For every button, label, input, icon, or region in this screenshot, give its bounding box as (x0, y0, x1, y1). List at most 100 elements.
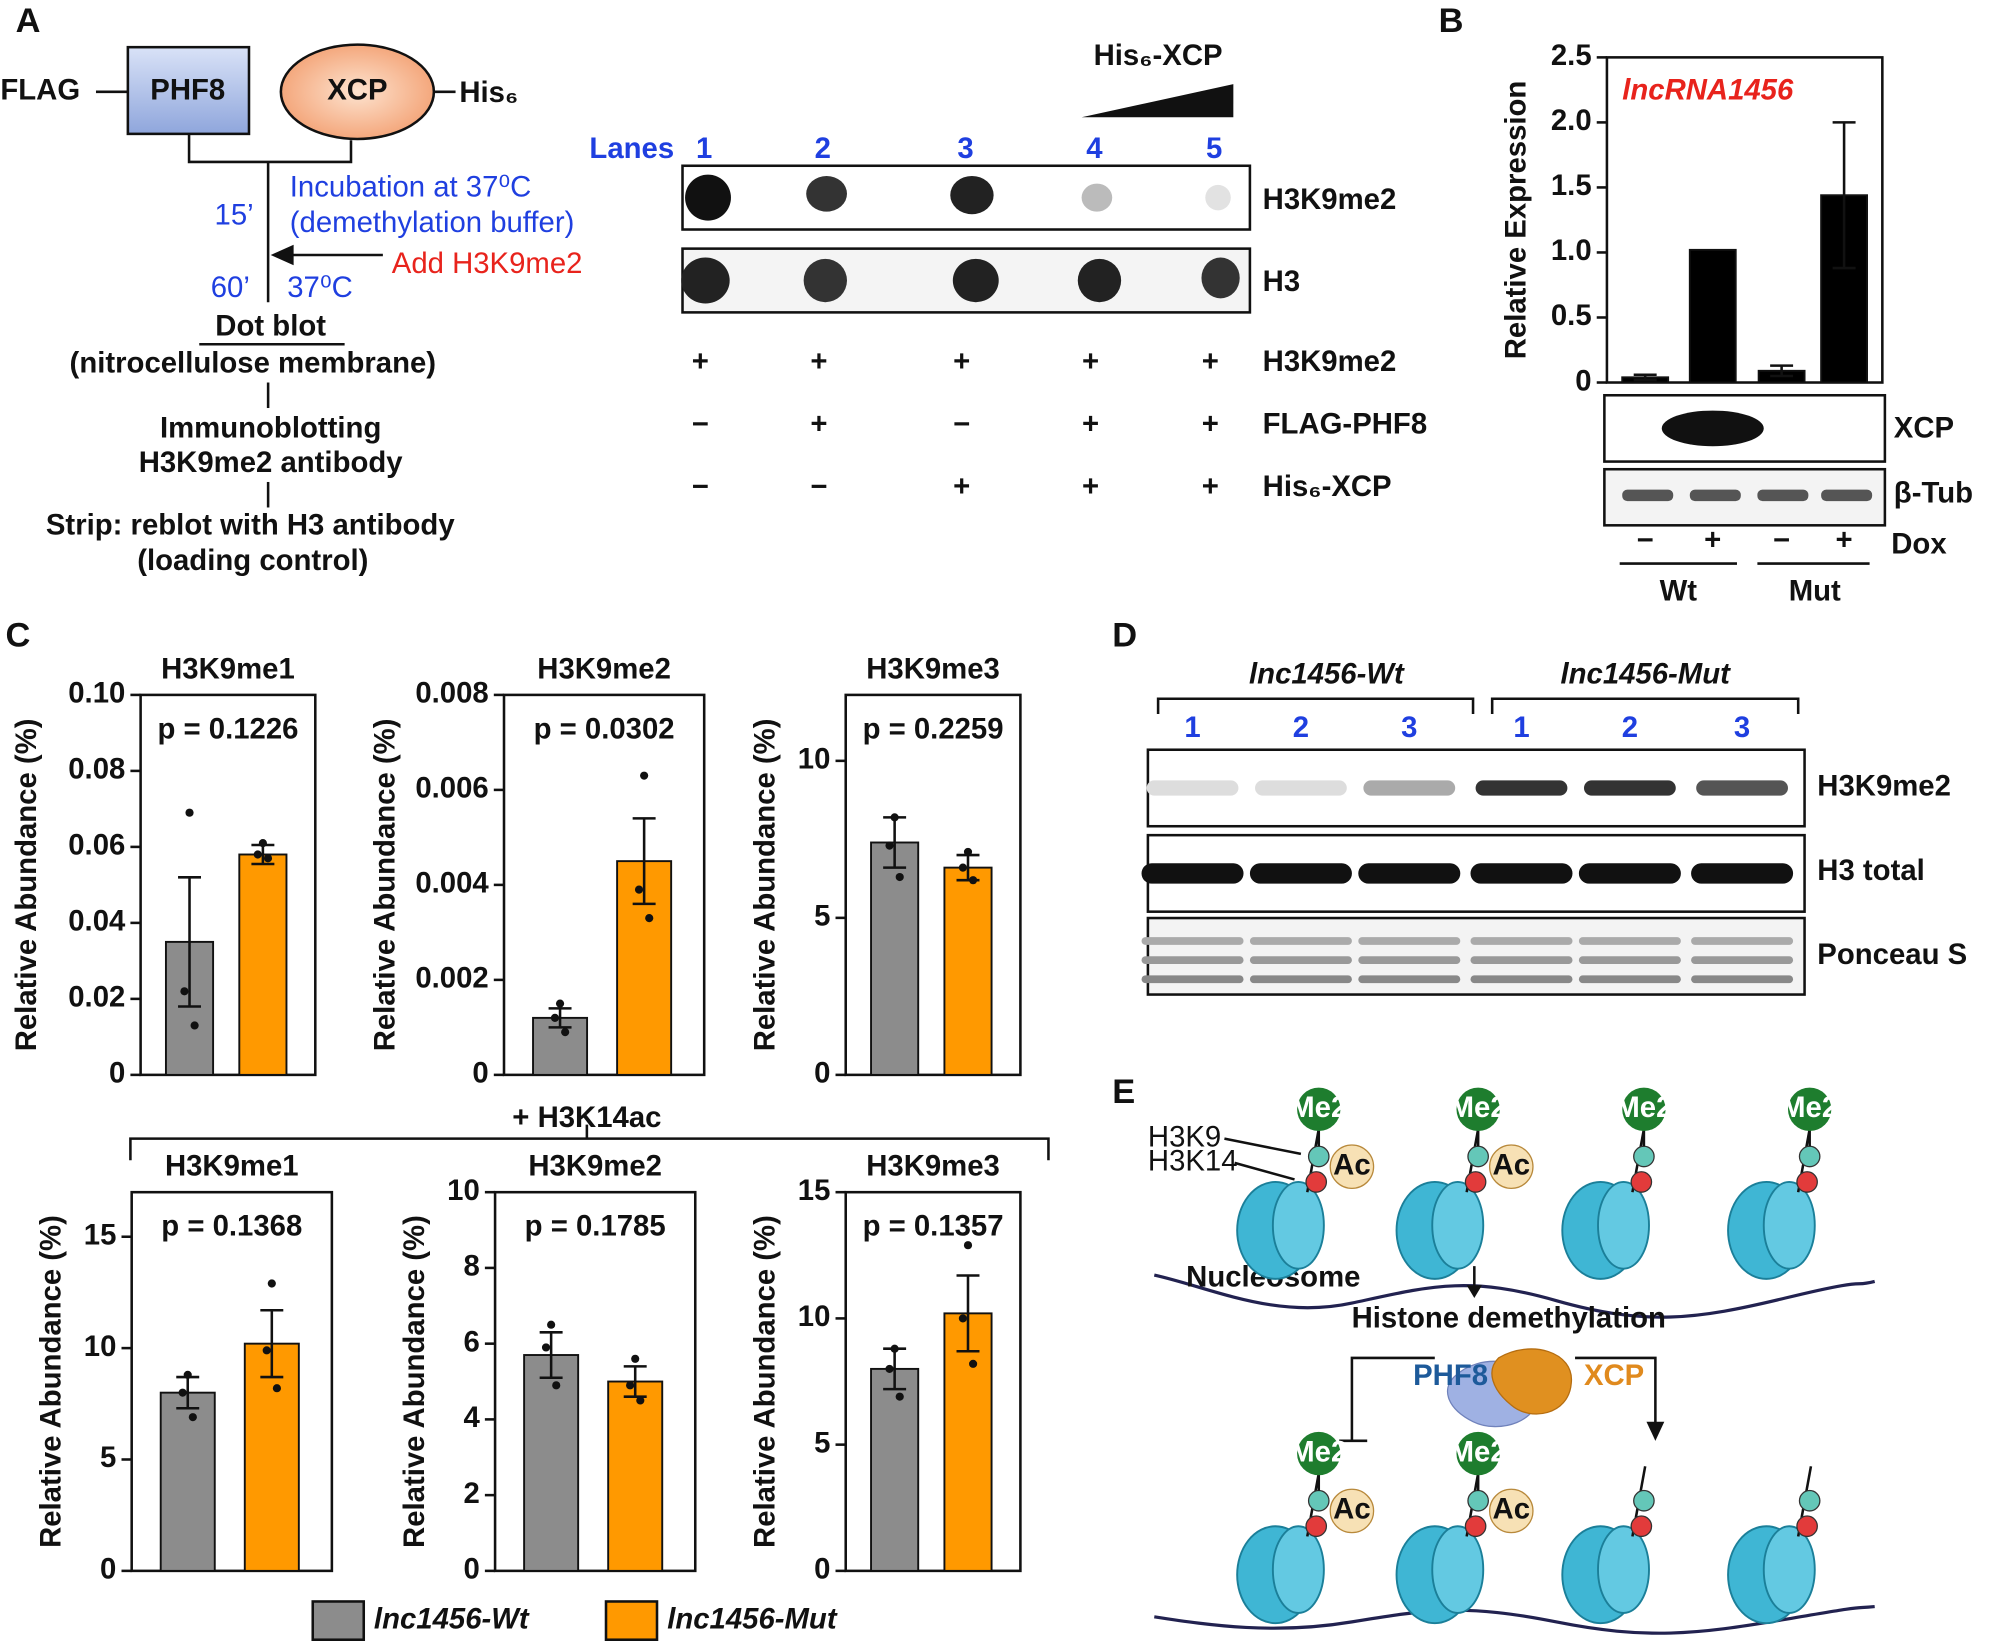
legend-swatch (604, 1600, 659, 1641)
panel-a-dot-blot: His₆-XCP Lanes H3K9me2 H3 (589, 39, 1396, 314)
data-point (963, 847, 973, 856)
bar (1688, 248, 1737, 384)
lanes-label: Lanes (589, 132, 674, 165)
nucleosome (1431, 1181, 1485, 1270)
y-tick-label: 1.0 (1551, 234, 1592, 267)
plot-frame (1605, 56, 1884, 384)
data-point (963, 1241, 973, 1250)
me2-label: Me2 (1615, 1091, 1672, 1124)
gradient-label: His₆-XCP (1094, 39, 1223, 72)
band (1578, 956, 1681, 964)
step: Immunoblotting (160, 411, 381, 444)
band (1249, 863, 1352, 884)
panel-label: B (1439, 2, 1464, 40)
band (1578, 975, 1681, 984)
ac-label: Ac (1493, 1493, 1530, 1526)
panel-label: E (1112, 1073, 1135, 1111)
lane-number: 3 (957, 132, 973, 165)
y-tick-label: 0.08 (68, 753, 125, 786)
incubation: (demethylation buffer) (290, 206, 575, 239)
bar (607, 1380, 664, 1572)
panel-c-extras: + H3K14ac lnc1456-Wt lnc1456-Mut (129, 1101, 1050, 1641)
data-point (969, 1359, 978, 1368)
data-point (541, 1343, 551, 1352)
band (1146, 780, 1239, 796)
cell: − (692, 408, 709, 441)
y-tick-label: 15 (798, 1174, 831, 1207)
blot-label: XCP (1894, 411, 1954, 444)
data-point (272, 1384, 281, 1393)
y-axis-label: Relative Abundance (%) (34, 1215, 67, 1548)
band (1358, 863, 1461, 884)
flag-label: FLAG (0, 74, 80, 107)
h3k14 (1630, 1171, 1653, 1193)
data-point (561, 1028, 570, 1037)
annotation: p = 0.1357 (863, 1210, 1004, 1243)
blot-label: H3K9me2 (1817, 770, 1951, 803)
me2 (1787, 1087, 1832, 1131)
error-bar (539, 1331, 563, 1380)
data-point (885, 1364, 894, 1373)
y-axis-label: Relative Abundance (%) (748, 1215, 781, 1548)
dox-label: Dox (1891, 527, 1947, 560)
ac (1488, 1488, 1534, 1534)
me2-label: Me2 (1450, 1435, 1507, 1468)
step: (loading control) (137, 544, 368, 577)
nucleosome (1271, 1181, 1325, 1270)
plot-frame (139, 693, 317, 1077)
h3k9 (1307, 1145, 1330, 1168)
nucleosome (1431, 1525, 1485, 1614)
data-point (547, 1320, 556, 1329)
data-point (262, 1346, 271, 1355)
nucleosome (1597, 1181, 1650, 1270)
panel-e-diagram: H3K9 H3K14 Nucleosome Histone demethylat… (1148, 1087, 1876, 1635)
data-point (885, 841, 894, 850)
h3k14 (1630, 1515, 1653, 1538)
y-tick-label: 0 (463, 1553, 479, 1586)
row-label: FLAG-PHF8 (1263, 408, 1427, 441)
cell: + (810, 345, 827, 378)
band (1255, 780, 1347, 796)
bar (532, 1016, 589, 1076)
cell: + (692, 345, 709, 378)
y-tick-label: 0.008 (415, 677, 488, 710)
plot-frame (130, 1190, 334, 1573)
legend-label: lnc1456-Mut (667, 1602, 838, 1635)
lane-number: 5 (1206, 132, 1222, 165)
me2-label: Me2 (1450, 1091, 1507, 1124)
chart-title: H3K9me3 (866, 652, 1000, 685)
x-tick-label: − (1637, 524, 1654, 557)
h3k9 (1798, 1145, 1821, 1168)
band (1141, 975, 1244, 984)
panel-label: C (5, 617, 30, 655)
cell: + (1082, 470, 1099, 503)
band (1141, 937, 1244, 945)
y-axis-label: Relative Abundance (%) (10, 718, 43, 1051)
h3k14 (1305, 1171, 1328, 1193)
data-point (178, 1388, 187, 1397)
blot-label: β-Tub (1894, 476, 1973, 509)
band (1696, 780, 1788, 796)
data-point (258, 839, 267, 848)
step: H3K9me2 antibody (139, 446, 404, 479)
h3k14 (1305, 1515, 1328, 1538)
group-label: Wt (1660, 575, 1698, 608)
ac (1488, 1144, 1534, 1189)
add-label: Add H3K9me2 (392, 247, 583, 280)
me2-label: Me2 (1781, 1091, 1838, 1124)
cell: + (1202, 408, 1219, 441)
y-tick-label: 5 (814, 1426, 830, 1459)
y-tick-label: 0.10 (68, 677, 125, 710)
band (1470, 956, 1573, 964)
cell: − (810, 470, 827, 503)
band (1691, 863, 1794, 884)
y-tick-label: 5 (814, 900, 830, 933)
time: 60’ (211, 271, 250, 304)
y-tick-label: 0 (814, 1057, 830, 1090)
h3k9 (1467, 1489, 1489, 1512)
y-tick-label: 0 (814, 1553, 830, 1586)
y-tick-label: 6 (463, 1325, 479, 1358)
nucleosome (1762, 1525, 1816, 1614)
error-bar (1770, 364, 1794, 378)
